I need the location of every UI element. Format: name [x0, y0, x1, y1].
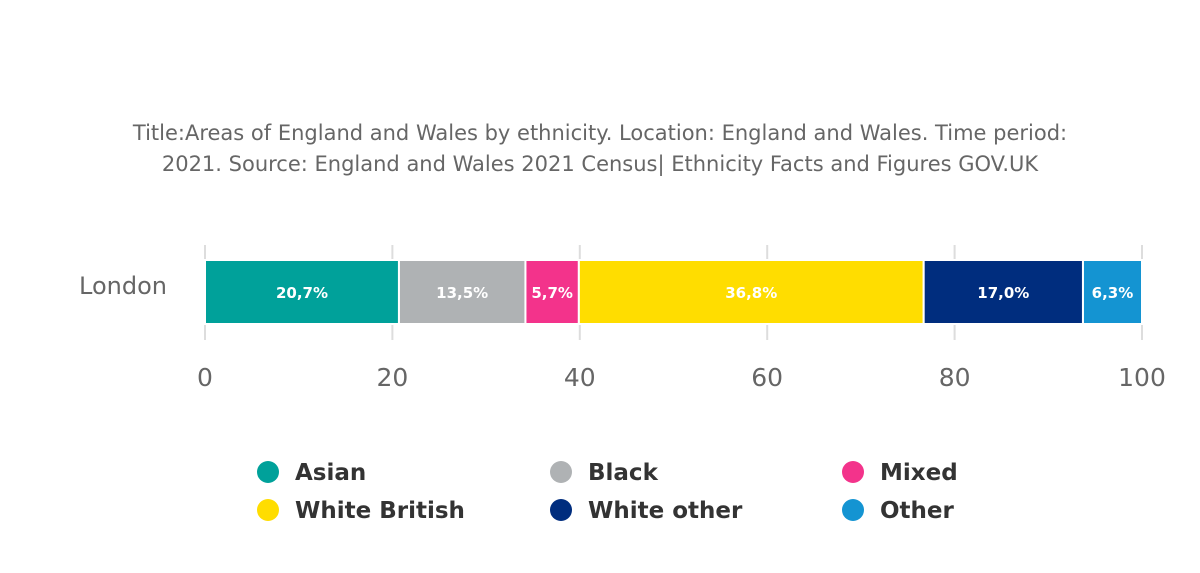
x-axis-ticks: 0 20 40 60 80 100 — [197, 363, 1166, 392]
legend-label: Asian — [295, 460, 366, 486]
chart-title: Title:Areas of England and Wales by ethn… — [132, 121, 1067, 177]
legend-swatch — [550, 461, 572, 483]
chart-title-line: 2021. Source: England and Wales 2021 Cen… — [162, 152, 1040, 177]
legend: Asian Black Mixed White British White other O… — [257, 460, 958, 524]
bar-segment — [577, 259, 925, 325]
legend-label: Other — [880, 498, 955, 524]
legend-label: White British — [295, 498, 465, 524]
bar-segments: 20,7% 13,5% 5,7% 36,8% 17,0% 6,3% — [204, 259, 1143, 325]
bar-segment — [922, 259, 1084, 325]
data-label: 13,5% — [436, 284, 488, 302]
x-tick-label: 100 — [1118, 363, 1166, 392]
legend-item[interactable]: Other — [842, 498, 955, 524]
chart-title-line: Title:Areas of England and Wales by ethn… — [132, 121, 1067, 145]
legend-swatch — [842, 461, 864, 483]
data-label: 17,0% — [977, 284, 1029, 302]
category-labels: London — [79, 272, 167, 300]
legend-item[interactable]: Black — [550, 460, 659, 486]
legend-item[interactable]: Asian — [257, 460, 366, 486]
x-tick-label: 20 — [376, 363, 408, 392]
legend-swatch — [257, 499, 279, 521]
data-label: 6,3% — [1092, 284, 1134, 302]
data-label: 36,8% — [725, 284, 777, 302]
bar-segment — [204, 259, 400, 325]
legend-label: White other — [588, 498, 743, 524]
legend-label: Mixed — [880, 460, 958, 486]
data-label: 20,7% — [276, 284, 328, 302]
data-label: 5,7% — [531, 284, 573, 302]
x-tick-label: 0 — [197, 363, 213, 392]
legend-label: Black — [588, 460, 659, 486]
x-tick-label: 40 — [564, 363, 596, 392]
legend-swatch — [550, 499, 572, 521]
legend-swatch — [842, 499, 864, 521]
legend-item[interactable]: White British — [257, 498, 465, 524]
x-tick-label: 60 — [751, 363, 783, 392]
category-label: London — [79, 272, 167, 300]
legend-item[interactable]: White other — [550, 498, 743, 524]
bar-segment — [1081, 259, 1143, 325]
legend-item[interactable]: Mixed — [842, 460, 958, 486]
legend-swatch — [257, 461, 279, 483]
x-tick-label: 80 — [939, 363, 971, 392]
